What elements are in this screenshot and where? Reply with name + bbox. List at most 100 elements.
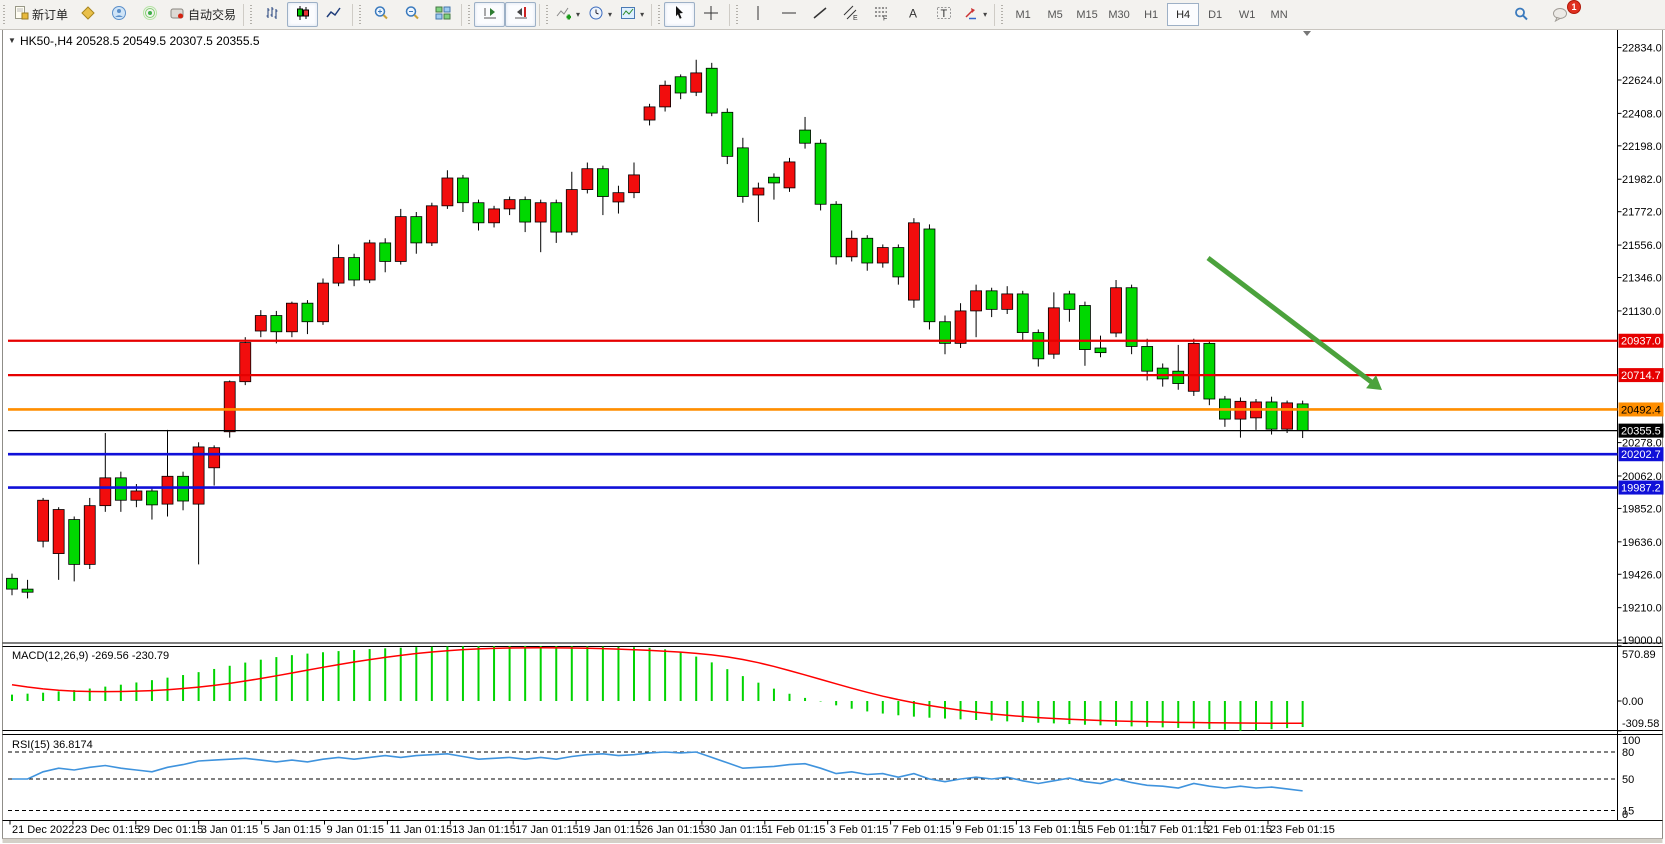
toolbar-separator [729,3,731,26]
toolbar-drag-handle[interactable] [736,4,739,25]
candle [488,208,500,224]
horizontal-line-button[interactable] [773,2,804,27]
timeframe-d1-button[interactable]: D1 [1199,3,1231,26]
toolbar-separator [461,3,463,26]
x-axis-tick-label: 21 Dec 2022 [12,824,74,836]
trendline-button[interactable] [804,2,835,27]
text-icon: A [905,5,921,24]
timeframe-h1-button[interactable]: H1 [1135,3,1167,26]
vertical-line-button[interactable] [742,2,773,27]
timeframe-h4-button[interactable]: H4 [1167,3,1200,26]
candle [410,216,423,244]
toolbar-drag-handle[interactable] [1001,4,1004,25]
tile-windows-button[interactable] [427,2,458,27]
y-axis-tick-label: 21346.0 [1622,273,1662,285]
chart-shift-button[interactable] [505,2,537,27]
algo-trading-icon [169,5,185,24]
y-axis-tick-label: 20278.0 [1622,438,1662,450]
text-button[interactable]: A [897,2,928,27]
fibonacci-button[interactable]: F [866,2,897,27]
y-axis-tick-label: 19210.0 [1622,603,1662,615]
toolbar-drag-handle[interactable] [468,4,471,25]
auto-scroll-icon [482,5,498,24]
toolbar-drag-handle[interactable] [3,4,5,25]
timeframe-m15-button[interactable]: M15 [1071,3,1103,26]
tile-windows-icon [435,5,451,24]
y-axis-tick-label: 21130.0 [1622,306,1661,318]
toolbar-drag-handle[interactable] [546,4,549,25]
toolbar-drag-handle[interactable] [359,4,362,25]
new-order-button[interactable]: 新订单 [9,2,72,27]
candle [52,509,65,554]
timeframe-h1-label: H1 [1144,8,1159,21]
arrows-dropdown-icon[interactable]: ▾ [983,10,988,19]
timeframe-m1-button[interactable]: M1 [1007,3,1039,26]
candle [892,247,905,278]
candle [783,161,796,189]
trend-arrow-head[interactable] [1366,375,1382,390]
x-axis-tick-label: 17 Feb 01:15 [1144,824,1209,836]
macd-signal-line [11,646,1303,725]
timeframe-m15-label: M15 [1076,8,1098,21]
fibonacci-icon: F [874,5,890,24]
svg-text:A: A [909,7,917,21]
zoom-in-icon [373,5,389,24]
candle [612,192,625,203]
candle [83,505,96,565]
algo-trading-button[interactable]: 自动交易 [165,2,240,27]
y-axis-tick-label: 22408.0 [1622,108,1662,120]
cursor-button[interactable] [664,2,696,27]
toolbar-separator [994,3,996,26]
periods-button[interactable]: ▾ [584,2,616,27]
bar-chart-button[interactable] [256,2,287,27]
toolbar-drag-handle[interactable] [250,4,253,25]
candle [534,202,547,223]
candle [814,142,827,205]
market-watch-button[interactable] [72,2,103,27]
vertical-line-icon [750,5,766,24]
auto-scroll-button[interactable] [474,2,506,27]
toolbar-drag-handle[interactable] [658,4,661,25]
candle [21,588,34,593]
trend-arrow-object[interactable] [1206,256,1376,386]
notifications-button[interactable]: 1 [1544,0,1581,28]
zoom-in-button[interactable] [365,2,396,27]
symbol-dropdown-icon[interactable]: ▼ [8,36,16,45]
candle [845,237,858,258]
price-line-label: 20355.5 [1621,426,1661,438]
rsi-axis-tick-label: 50 [1622,774,1634,786]
community-button[interactable] [103,2,134,27]
rsi-axis-tick-label: 0 [1622,809,1628,821]
candle [908,222,920,301]
line-chart-button[interactable] [318,2,349,27]
signals-button[interactable] [134,2,165,27]
timeframe-mn-button[interactable]: MN [1263,3,1295,26]
text-label-button[interactable]: T [928,2,959,27]
candle [503,199,516,210]
price-line-label-bg [1618,447,1664,462]
indicators-dropdown-icon[interactable]: ▾ [576,10,581,19]
templates-button[interactable]: ▾ [616,2,648,27]
search-button[interactable] [1505,3,1536,28]
chart-shift-marker-icon [1303,31,1311,36]
macd-axis-tick-label: -309.58 [1622,718,1659,730]
timeframe-m5-label: M5 [1047,8,1063,21]
indicators-button[interactable]: ▾ [552,2,584,27]
templates-dropdown-icon[interactable]: ▾ [640,10,645,19]
crosshair-button[interactable] [695,2,726,27]
svg-text:E: E [853,15,858,21]
candle [581,168,594,190]
timeframe-m5-button[interactable]: M5 [1039,3,1071,26]
timeframe-w1-button[interactable]: W1 [1231,3,1263,26]
timeframe-m30-button[interactable]: M30 [1103,3,1135,26]
arrows-button[interactable]: ▾ [959,2,991,27]
macd-axis-tick-label: 0.00 [1622,696,1643,708]
svg-text:T: T [940,8,947,20]
candle [1079,305,1091,350]
zoom-out-button[interactable] [396,2,427,27]
candlestick-chart-button[interactable] [287,2,319,27]
equidistant-channel-button[interactable]: E [835,2,866,27]
periods-dropdown-icon[interactable]: ▾ [608,10,613,19]
candle [1141,346,1154,372]
